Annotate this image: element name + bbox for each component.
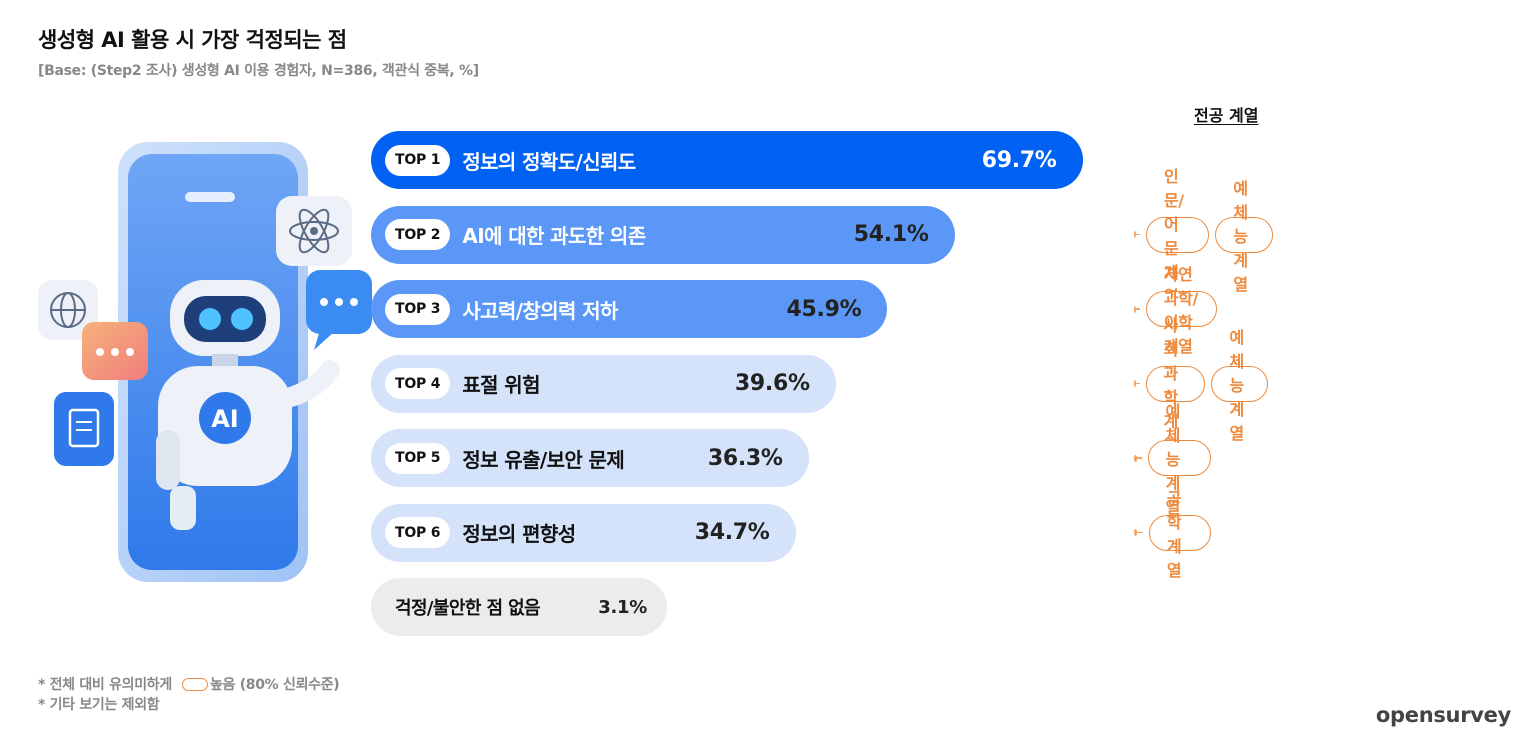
connector-dot: [1134, 529, 1137, 536]
bar-2: TOP 2 AI에 대한 과도한 의존 54.1%: [371, 205, 955, 264]
bar-label: 정보의 정확도/신뢰도: [462, 149, 636, 174]
major-tag: 공학 계열: [1148, 489, 1212, 580]
brand-logo: opensurvey: [1375, 703, 1511, 727]
connector-dot: [1134, 305, 1136, 313]
major-tag-row-6: 공학 계열: [1134, 489, 1217, 580]
rank-pill: TOP 1: [385, 144, 451, 176]
connector-dot: [1134, 454, 1137, 462]
rank-pill: TOP 5: [385, 442, 451, 474]
bar-7: 걱정/불안한 점 없음 3.1%: [371, 578, 667, 636]
robot-icon: AI: [156, 280, 340, 530]
rank-pill: TOP 4: [385, 368, 451, 399]
note-significance-prefix: * 전체 대비 유의미하게: [38, 677, 172, 693]
connector-line: [1135, 308, 1140, 310]
bar-label: AI에 대한 과도한 의존: [462, 224, 646, 248]
ai-badge-text: AI: [211, 405, 239, 433]
note-excluded: * 기타 보기는 제외함: [38, 697, 160, 713]
bar-label: 정보의 편향성: [462, 522, 576, 546]
bar-value-label: 69.7%: [981, 147, 1057, 173]
rank-pill: TOP 3: [385, 293, 451, 325]
connector-dot: [1134, 231, 1136, 238]
speech-bubble-icon: [306, 270, 372, 350]
connector-line: [1135, 233, 1140, 236]
connector-line: [1136, 531, 1143, 534]
connector-dot: [1134, 380, 1136, 387]
bar-value-label: 45.9%: [786, 296, 862, 322]
major-tag: 예체능 계열: [1147, 402, 1212, 517]
legend-outline-swatch: [181, 677, 208, 691]
major-tag-row-5: 예체능 계열: [1134, 402, 1217, 517]
major-tag: 예체능 계열: [1215, 179, 1274, 294]
bar-value-label: 3.1%: [598, 596, 647, 618]
major-tag: 예체능 계열: [1211, 328, 1268, 443]
bar-6: TOP 6 정보의 편향성 34.7%: [371, 503, 796, 562]
bar-label: 사고력/창의력 저하: [462, 298, 618, 323]
major-column-header: 전공 계열: [1194, 106, 1259, 125]
connector-line: [1135, 382, 1140, 385]
connector-line: [1136, 457, 1142, 459]
bar-value-label: 34.7%: [694, 520, 770, 545]
bar-1: TOP 1 정보의 정확도/신뢰도 69.7%: [371, 131, 1083, 189]
bar-4: TOP 4 표절 위험 39.6%: [371, 354, 836, 413]
bar-value-label: 39.6%: [734, 371, 810, 396]
bar-value-label: 54.1%: [853, 222, 929, 247]
ai-robot-illustration: AI: [38, 142, 372, 582]
rank-pill: TOP 2: [385, 219, 451, 250]
note-significance-suffix: 높음 (80% 신뢰수준): [209, 677, 340, 693]
globe-icon: [38, 280, 98, 340]
chart-subtitle: [Base: (Step2 조사) 생성형 AI 이용 경험자, N=386, …: [38, 63, 479, 79]
major-tag: 인문/어문 계열: [1145, 167, 1210, 306]
major-tag: 사회과학 계열: [1145, 316, 1206, 455]
bar-label: 걱정/불안한 점 없음: [395, 598, 541, 619]
atom-icon: [276, 196, 352, 266]
bar-label: 표절 위험: [462, 373, 540, 397]
bar-5: TOP 5 정보 유출/보안 문제 36.3%: [371, 429, 809, 487]
chat-icon: [82, 322, 148, 380]
bar-3: TOP 3 사고력/창의력 저하 45.9%: [371, 280, 888, 338]
bar-value-label: 36.3%: [707, 445, 783, 471]
note-significance: * 전체 대비 유의미하게 높음 (80% 신뢰수준): [38, 674, 340, 694]
bar-label: 정보 유출/보안 문제: [462, 447, 625, 472]
rank-pill: TOP 6: [385, 517, 451, 548]
document-icon: [54, 392, 114, 466]
chart-title: 생성형 AI 활용 시 가장 걱정되는 점: [38, 28, 347, 52]
